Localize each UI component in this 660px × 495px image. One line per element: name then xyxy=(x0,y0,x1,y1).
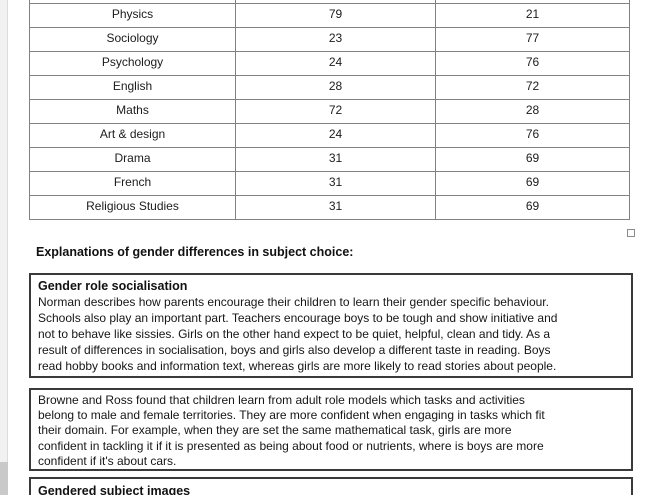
table-row: French 31 69 xyxy=(29,171,630,196)
table-row: Sociology 23 77 xyxy=(29,27,630,52)
subject-cell: Psychology xyxy=(29,51,236,76)
subject-cell: Drama xyxy=(29,147,236,172)
section-heading: Explanations of gender differences in su… xyxy=(36,245,354,259)
value-cell: 69 xyxy=(435,147,630,172)
value-cell: 69 xyxy=(435,171,630,196)
table-row: Psychology 24 76 xyxy=(29,51,630,76)
table-row: Maths 72 28 xyxy=(29,99,630,124)
value-cell: 28 xyxy=(235,75,436,100)
value-cell: 79 xyxy=(235,3,436,28)
page-left-margin-strip xyxy=(0,0,8,495)
box-title: Gender role socialisation xyxy=(38,279,188,293)
subject-cell: French xyxy=(29,171,236,196)
subject-cell: Sociology xyxy=(29,27,236,52)
subject-cell: English xyxy=(29,75,236,100)
box-title: Gendered subject images xyxy=(38,484,191,495)
table-row: Art & design 24 76 xyxy=(29,123,630,148)
subject-cell: Religious Studies xyxy=(29,195,236,220)
box-body-text: Norman describes how parents encourage t… xyxy=(38,295,558,373)
explanation-box-gendered-subject-images: Gendered subject images xyxy=(29,477,633,495)
value-cell: 76 xyxy=(435,51,630,76)
value-cell: 76 xyxy=(435,123,630,148)
subject-table-body: Physics 79 21 Sociology 23 77 Psychology 24 76 En… xyxy=(29,0,630,220)
box-body-text: Browne and Ross found that children lear… xyxy=(38,393,545,468)
table-row: Physics 79 21 xyxy=(29,3,630,28)
subject-cell: Maths xyxy=(29,99,236,124)
value-cell: 69 xyxy=(435,195,630,220)
explanation-box-browne-and-ross: Browne and Ross found that children lear… xyxy=(29,388,633,471)
value-cell: 72 xyxy=(435,75,630,100)
subject-choice-table: Physics 79 21 Sociology 23 77 Psychology 24 76 En… xyxy=(29,0,630,220)
explanation-box-gender-role-socialisation: Gender role socialisation Norman describ… xyxy=(29,273,633,378)
value-cell: 31 xyxy=(235,195,436,220)
value-cell: 24 xyxy=(235,123,436,148)
table-row: English 28 72 xyxy=(29,75,630,100)
value-cell: 77 xyxy=(435,27,630,52)
table-row: Drama 31 69 xyxy=(29,147,630,172)
value-cell: 31 xyxy=(235,147,436,172)
value-cell: 21 xyxy=(435,3,630,28)
subject-cell: Physics xyxy=(29,3,236,28)
value-cell: 72 xyxy=(235,99,436,124)
table-resize-handle[interactable] xyxy=(627,229,635,237)
value-cell: 28 xyxy=(435,99,630,124)
value-cell: 23 xyxy=(235,27,436,52)
page-left-margin-strip-bottom xyxy=(0,462,8,495)
value-cell: 31 xyxy=(235,171,436,196)
value-cell: 24 xyxy=(235,51,436,76)
table-row: Religious Studies 31 69 xyxy=(29,195,630,220)
subject-cell: Art & design xyxy=(29,123,236,148)
